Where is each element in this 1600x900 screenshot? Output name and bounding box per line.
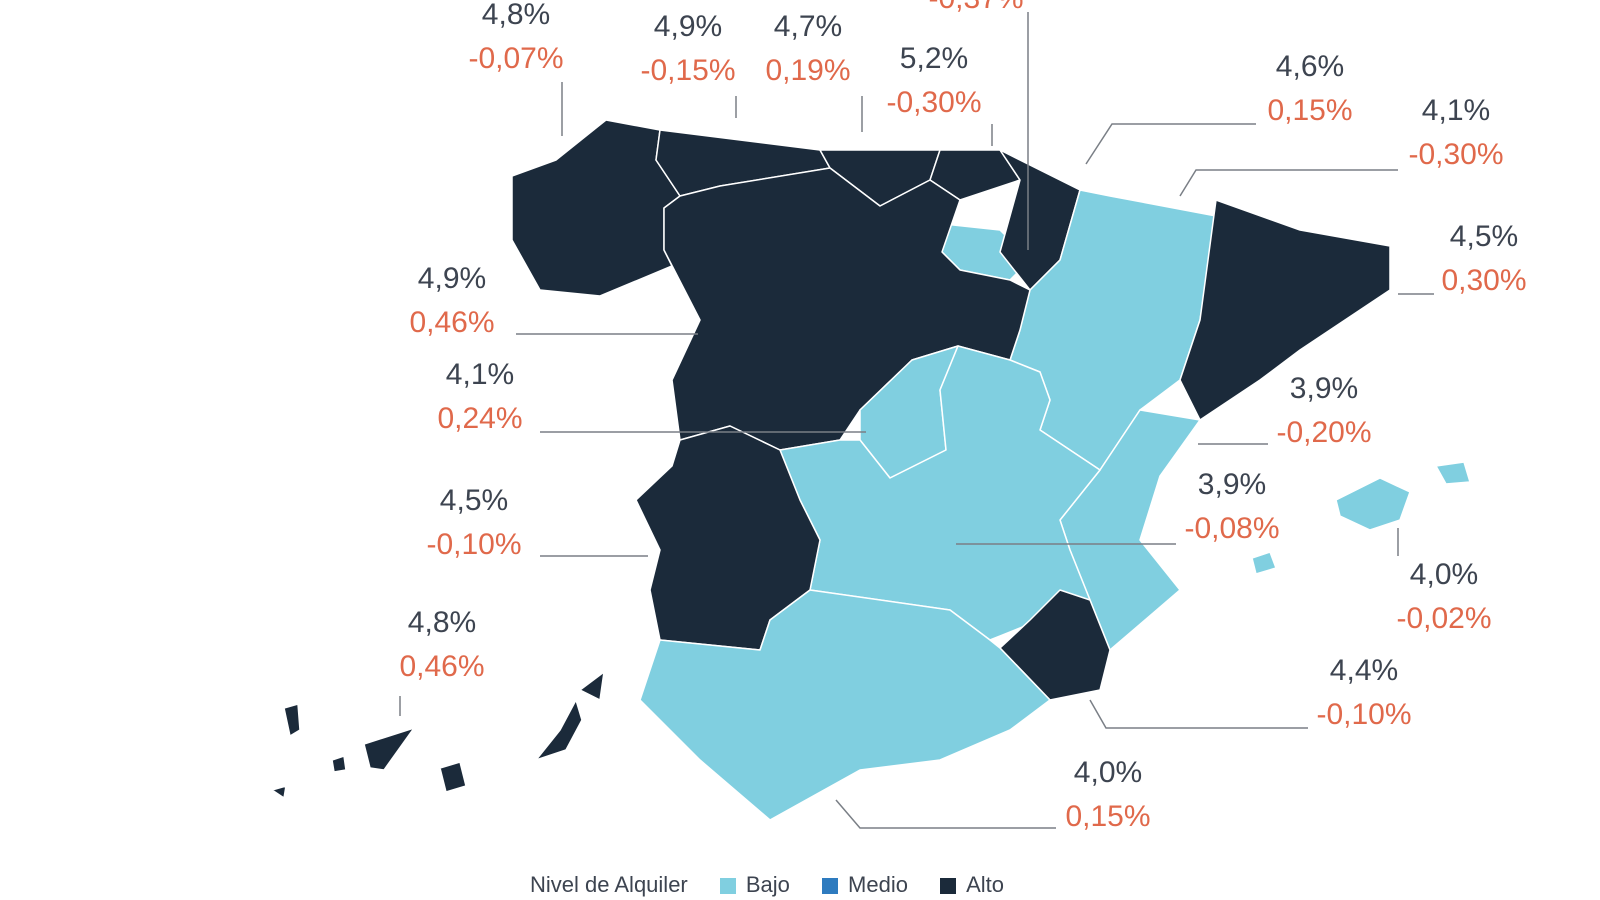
leader-line-aragon (1179, 169, 1398, 197)
region-canarias (271, 671, 605, 799)
region-murcia (999, 589, 1111, 701)
value-castilla-y-leon: 4,9% (417, 262, 487, 295)
legend-item-low: Bajo (719, 872, 790, 897)
label-castilla-la-mancha: 3,9% -0,08% (1162, 470, 1302, 544)
value-canarias: 4,8% (407, 606, 477, 639)
value-castilla-la-mancha: 3,9% (1197, 468, 1267, 501)
regions (271, 119, 1471, 821)
label-castilla-y-leon: 4,9% 0,46% (382, 264, 522, 338)
label-la-rioja: -0,37% (906, 0, 1046, 14)
change-pais-vasco: -0,30% (886, 86, 982, 119)
legend-item-mid: Medio (822, 872, 908, 897)
label-canarias: 4,8% 0,46% (372, 608, 512, 682)
legend-swatch-high (940, 878, 957, 895)
label-galicia: 4,8% -0,07% (446, 0, 586, 74)
value-extremadura: 4,5% (439, 484, 509, 517)
legend-title: Nivel de Alquiler (530, 872, 688, 897)
change-murcia: -0,10% (1316, 698, 1412, 731)
change-asturias: -0,15% (640, 54, 736, 87)
value-murcia: 4,4% (1329, 654, 1399, 687)
change-canarias: 0,46% (399, 650, 485, 683)
value-cantabria: 4,7% (773, 10, 843, 43)
change-baleares: -0,02% (1396, 602, 1492, 635)
label-andalucia: 4,0% 0,15% (1038, 758, 1178, 832)
change-valencia: -0,20% (1276, 416, 1372, 449)
change-madrid: 0,24% (437, 402, 523, 435)
change-castilla-la-mancha: -0,08% (1184, 512, 1280, 545)
label-navarra: 4,6% 0,15% (1240, 52, 1380, 126)
value-aragon: 4,1% (1421, 94, 1491, 127)
change-castilla-y-leon: 0,46% (409, 306, 495, 339)
value-navarra: 4,6% (1275, 50, 1345, 83)
label-extremadura: 4,5% -0,10% (404, 486, 544, 560)
region-castilla-y-leon (663, 167, 1031, 451)
legend-swatch-mid (822, 878, 839, 895)
value-pais-vasco: 5,2% (899, 42, 969, 75)
leader-lines (399, 12, 1434, 829)
region-andalucia (639, 589, 1051, 821)
change-galicia: -0,07% (468, 42, 564, 75)
legend-label-low: Bajo (745, 872, 790, 897)
value-cataluna: 4,5% (1449, 220, 1519, 253)
change-extremadura: -0,10% (426, 528, 522, 561)
change-andalucia: 0,15% (1065, 800, 1151, 833)
label-madrid: 4,1% 0,24% (410, 360, 550, 434)
region-cataluna (1179, 199, 1391, 421)
label-murcia: 4,4% -0,10% (1294, 656, 1434, 730)
label-cantabria: 4,7% 0,19% (738, 12, 878, 86)
change-navarra: 0,15% (1267, 94, 1353, 127)
value-asturias: 4,9% (653, 10, 723, 43)
label-aragon: 4,1% -0,30% (1386, 96, 1526, 170)
change-la-rioja: -0,37% (906, 0, 1046, 14)
change-cantabria: 0,19% (765, 54, 851, 87)
legend-label-mid: Medio (848, 872, 908, 897)
region-pais-vasco (929, 149, 1021, 201)
region-baleares (1251, 461, 1471, 575)
label-pais-vasco: 5,2% -0,30% (864, 44, 1004, 118)
legend-item-high: Alto (940, 872, 1004, 897)
change-aragon: -0,30% (1408, 138, 1504, 171)
leader-line-murcia (1089, 699, 1308, 729)
change-cataluna: 0,30% (1441, 264, 1527, 297)
value-andalucia: 4,0% (1073, 756, 1143, 789)
region-galicia (511, 119, 681, 297)
value-valencia: 3,9% (1289, 372, 1359, 405)
label-asturias: 4,9% -0,15% (618, 12, 758, 86)
label-baleares: 4,0% -0,02% (1374, 560, 1514, 634)
value-galicia: 4,8% (481, 0, 551, 31)
leader-line-andalucia (835, 799, 1056, 829)
legend-label-high: Alto (966, 872, 1005, 897)
legend: Nivel de Alquiler Bajo Medio Alto (530, 872, 1030, 898)
label-cataluna: 4,5% 0,30% (1414, 222, 1554, 296)
leader-line-navarra (1085, 123, 1256, 165)
label-valencia: 3,9% -0,20% (1254, 374, 1394, 448)
legend-swatch-low (719, 878, 736, 895)
value-madrid: 4,1% (445, 358, 515, 391)
value-baleares: 4,0% (1409, 558, 1479, 591)
